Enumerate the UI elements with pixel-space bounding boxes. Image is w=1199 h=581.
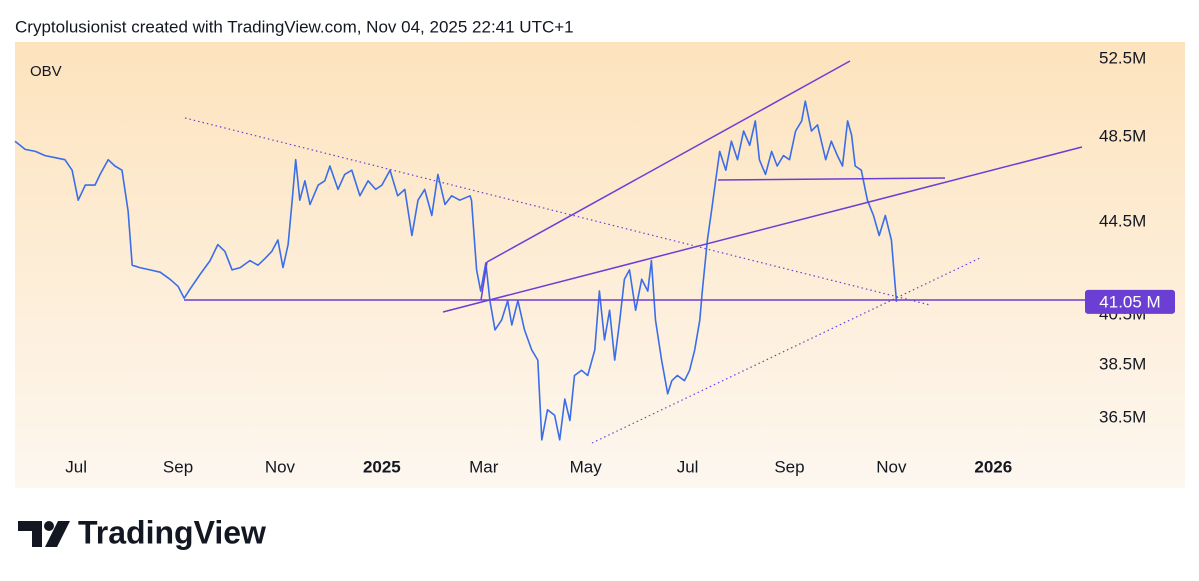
brand-name: TradingView <box>78 514 266 550</box>
x-tick-label: Jul <box>677 457 699 476</box>
x-tick-label: Jul <box>65 457 87 476</box>
x-tick-label: Nov <box>265 457 296 476</box>
chart-title: OBV <box>30 63 62 80</box>
x-tick-label: Nov <box>876 457 907 476</box>
brand-logo <box>18 521 70 547</box>
x-tick-label: 2025 <box>363 457 401 476</box>
trendline <box>717 177 946 181</box>
trendline <box>486 60 851 263</box>
x-tick-label: Sep <box>163 457 193 476</box>
x-tick-label: Mar <box>469 457 499 476</box>
x-tick-label: 2026 <box>974 457 1012 476</box>
obv-line <box>14 100 898 441</box>
y-tick-label: 48.5M <box>1099 127 1146 146</box>
header-text: Cryptolusionist created with TradingView… <box>15 17 574 36</box>
y-tick-label: 38.5M <box>1099 355 1146 374</box>
trendline <box>184 117 931 306</box>
trendline <box>442 146 1083 313</box>
last-value-label: 41.05 M <box>1099 292 1160 311</box>
x-tick-label: Sep <box>774 457 804 476</box>
trendline <box>480 261 488 301</box>
plot-layer <box>14 100 898 441</box>
y-tick-label: 36.5M <box>1099 407 1146 426</box>
axis-layer: Jul Sep Nov 2025 Mar May Jul Sep Nov 2026 36.5M 38.… <box>65 48 1175 476</box>
last-value-badge <box>1085 289 1175 314</box>
x-tick-label: May <box>570 457 603 476</box>
y-tick-label: 44.5M <box>1099 212 1146 231</box>
y-tick-label: 52.5M <box>1099 48 1146 67</box>
chart-background <box>15 42 1185 488</box>
